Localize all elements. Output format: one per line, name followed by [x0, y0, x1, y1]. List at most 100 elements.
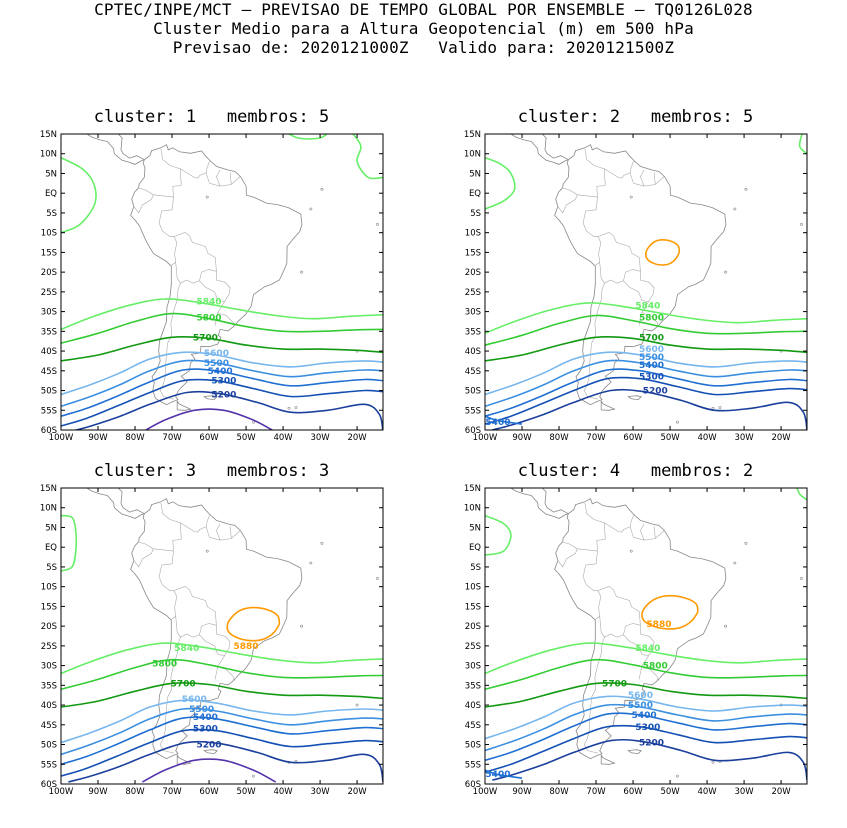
island	[320, 187, 324, 191]
contour-label-5400: 5400	[193, 713, 218, 723]
country-border	[214, 301, 225, 326]
plot-frame	[484, 487, 808, 785]
coastline-tierra-del-fuego	[600, 754, 616, 765]
island	[309, 561, 313, 565]
island	[205, 195, 209, 199]
lat-tick-label: 15N	[40, 484, 57, 494]
country-border	[133, 548, 154, 568]
island	[744, 541, 748, 545]
island	[252, 420, 255, 424]
contour-5800	[61, 658, 383, 691]
lon-tick-label: 60W	[623, 787, 643, 797]
contour-5700	[61, 682, 383, 708]
lat-tick-label: 35S	[41, 681, 57, 691]
contour-5300	[61, 728, 383, 777]
contour-label-5800: 5800	[197, 314, 222, 324]
lon-tick-label: 90W	[88, 787, 108, 797]
country-border	[216, 169, 221, 187]
coastline-central-america	[117, 488, 145, 515]
country-border	[629, 172, 665, 187]
country-border	[583, 283, 605, 400]
contour-5880	[641, 594, 699, 630]
lon-tick-label: 70W	[586, 787, 606, 797]
lat-tick-label: 20S	[41, 268, 57, 278]
contour-5300	[485, 724, 807, 773]
lon-tick-label: 20W	[771, 433, 791, 443]
contour-5600	[485, 695, 807, 740]
plot-frame	[484, 133, 808, 431]
lon-tick-label: 80W	[549, 433, 569, 443]
contour-label-5840: 5840	[197, 298, 222, 308]
lon-tick-label: 50W	[236, 787, 256, 797]
lat-tick-label: 10N	[464, 504, 481, 514]
island	[294, 406, 298, 409]
lon-tick-label: 20W	[347, 787, 367, 797]
contour-label-5200: 5200	[639, 739, 664, 749]
lat-tick-label: 5S	[470, 563, 481, 573]
lat-tick-label: 50S	[465, 387, 481, 397]
country-border	[158, 148, 182, 266]
map-panel-2: cluster: 2 membros: 5 5840 5800 5700 5600 55…	[424, 107, 847, 474]
coastline-central-america	[541, 488, 569, 515]
contour-5600	[61, 351, 383, 396]
contour-label-5700: 5700	[602, 679, 627, 689]
coastline-tierra-del-fuego	[600, 400, 616, 411]
country-border	[205, 526, 241, 541]
lat-tick-label: 60S	[465, 780, 481, 790]
contour-5840	[61, 298, 383, 331]
lat-tick-label: 55S	[465, 760, 481, 770]
contour-5300	[61, 378, 383, 427]
coastline-south-america	[554, 144, 727, 406]
header-line-1: CPTEC/INPE/MCT – PREVISAO DE TEMPO GLOBA…	[94, 0, 753, 19]
lon-tick-label: 100W	[473, 433, 498, 443]
island	[718, 406, 722, 409]
lat-tick-label: 10S	[41, 229, 57, 239]
country-border	[158, 502, 182, 620]
contour-label-5800: 5800	[639, 314, 664, 324]
contour-label-5500: 5500	[628, 701, 653, 711]
contour-label-5400b: 5400	[485, 770, 510, 780]
island	[800, 222, 803, 226]
island	[300, 270, 303, 274]
lat-tick-label: EQ	[469, 543, 481, 553]
lat-tick-label: 5N	[45, 169, 57, 179]
lon-tick-label: 80W	[125, 787, 145, 797]
lat-tick-label: 15N	[464, 484, 481, 494]
island	[376, 576, 379, 580]
island	[724, 270, 727, 274]
lat-tick-label: 10N	[40, 150, 57, 160]
contour-5800	[485, 658, 807, 691]
island	[205, 549, 209, 553]
lat-tick-label: 15S	[465, 602, 481, 612]
country-border	[641, 312, 658, 327]
lat-tick-label: 50S	[41, 387, 57, 397]
coastline-tierra-del-fuego	[176, 400, 192, 411]
lat-tick-label: 5N	[469, 169, 481, 179]
lon-tick-label: 20W	[347, 433, 367, 443]
lat-tick-label: 35S	[465, 681, 481, 691]
contour-5400b	[485, 415, 523, 425]
header-line-3: Previsao de: 2020121000Z Valido para: 20…	[172, 38, 675, 57]
contour-label-5500: 5500	[204, 359, 229, 369]
lat-tick-label: EQ	[45, 189, 57, 199]
panel-title: cluster: 1 membros: 5	[93, 107, 330, 127]
lat-tick-label: 20S	[465, 268, 481, 278]
lat-tick-label: 25S	[465, 642, 481, 652]
lat-tick-label: 35S	[465, 327, 481, 337]
contour-5500	[485, 703, 807, 752]
contour-label-5300: 5300	[639, 373, 664, 383]
coastline-central-america	[510, 134, 569, 165]
lon-tick-label: 60W	[199, 787, 219, 797]
contour-label-5300: 5300	[635, 723, 660, 733]
contour-label-5880: 5880	[234, 642, 259, 652]
lon-tick-label: 80W	[125, 433, 145, 443]
contour-label-5200: 5200	[643, 387, 668, 397]
lat-tick-label: 35S	[41, 327, 57, 337]
contour-5500	[61, 359, 383, 408]
contour-5500	[61, 707, 383, 756]
contour-5840	[287, 134, 329, 140]
coastline-falklands	[627, 395, 643, 401]
